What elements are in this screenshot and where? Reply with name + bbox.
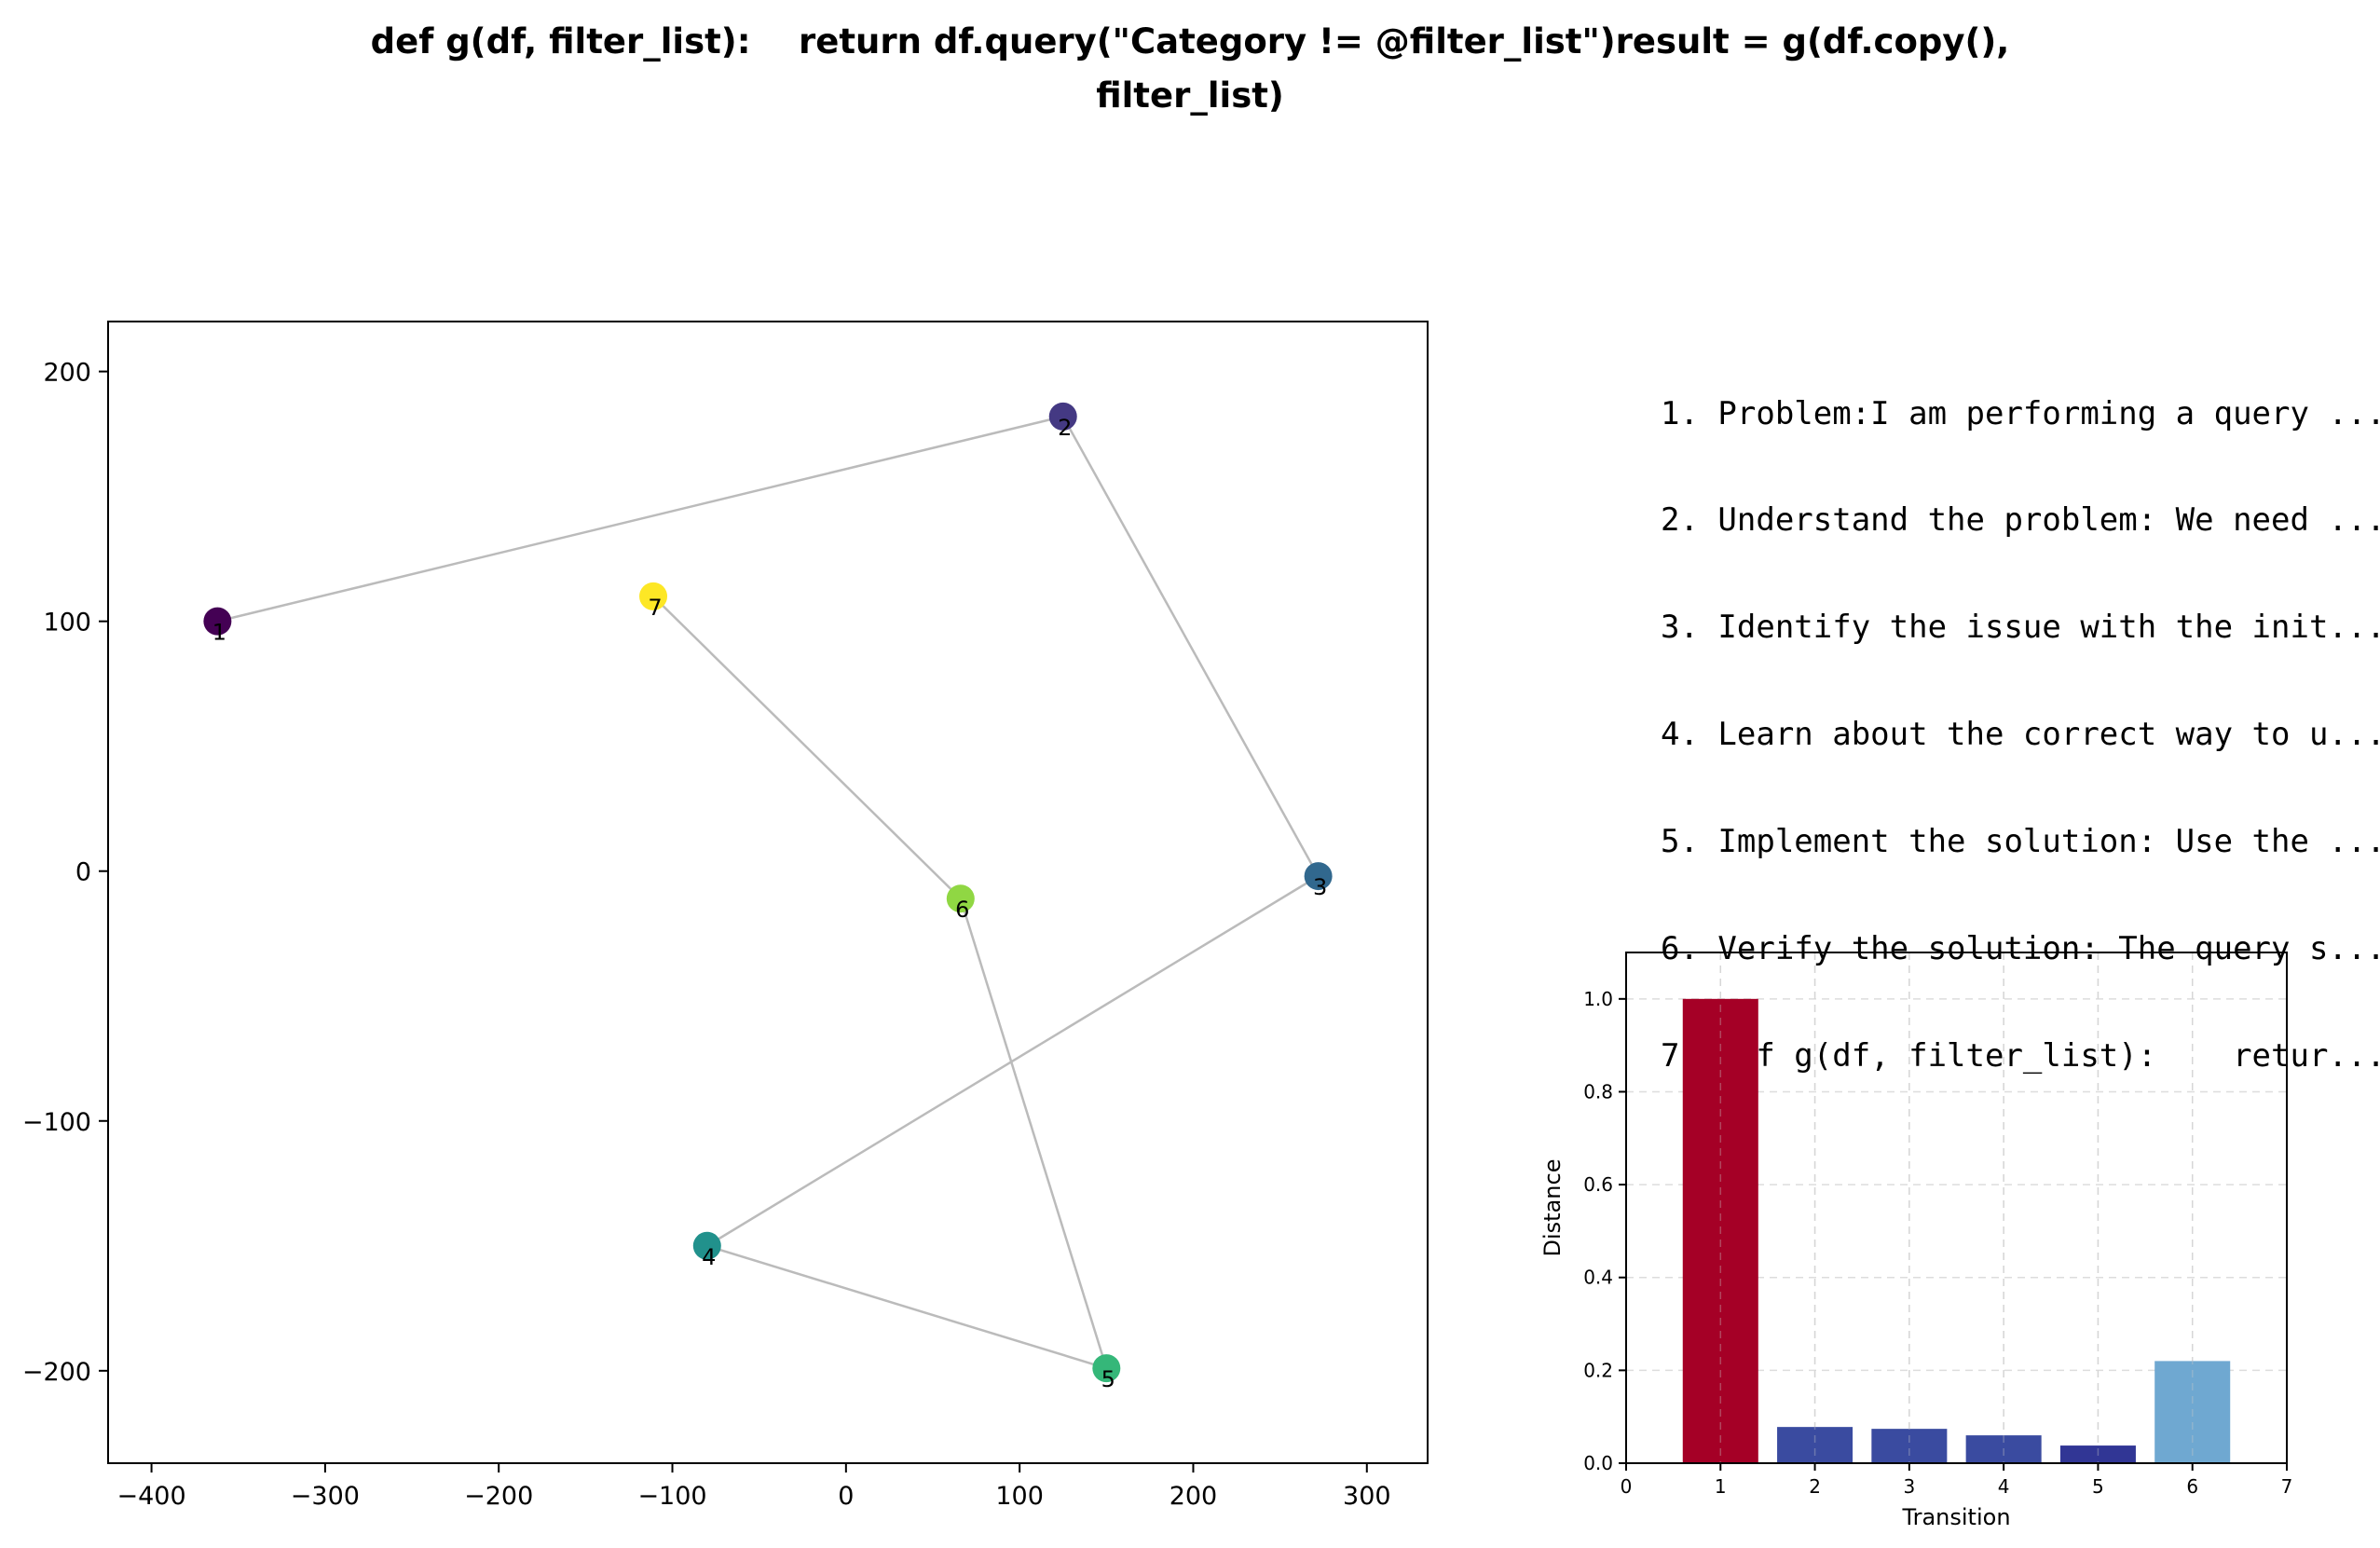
point-label: 4 — [702, 1244, 716, 1270]
step-item: 5. Implement the solution: Use the ... — [1661, 823, 2380, 861]
point-label: 1 — [212, 620, 226, 646]
x-tick-label: 5 — [2092, 1475, 2104, 1498]
trajectory-segment — [706, 875, 1320, 1247]
plot-frame — [1625, 952, 2288, 1464]
x-tick-label: 0 — [1621, 1475, 1633, 1498]
x-tick-label: 200 — [1169, 1482, 1218, 1511]
x-tick-label: 100 — [995, 1482, 1044, 1511]
y-tick-label: 200 — [43, 359, 91, 388]
point-label: 6 — [955, 897, 969, 923]
data-point — [639, 582, 668, 610]
x-tick-label: −100 — [637, 1482, 706, 1511]
trajectory-segment — [217, 415, 1064, 623]
data-point — [946, 884, 975, 913]
x-tick-label: 0 — [838, 1482, 854, 1511]
bar — [1777, 1427, 1853, 1463]
x-tick-label: 7 — [2281, 1475, 2293, 1498]
x-tick-label: 3 — [1903, 1475, 1915, 1498]
step-item: 2. Understand the problem: We need ... — [1661, 501, 2380, 540]
x-tick-label: 300 — [1343, 1482, 1391, 1511]
data-point — [203, 607, 232, 636]
x-tick-label: 4 — [1998, 1475, 2010, 1498]
x-axis-label: Transition — [1901, 1504, 2010, 1530]
x-tick-label: 1 — [1715, 1475, 1727, 1498]
y-tick-label: 0.4 — [1583, 1267, 1613, 1289]
y-tick-label: −100 — [22, 1108, 91, 1137]
data-point — [1048, 402, 1077, 431]
x-tick-label: −300 — [291, 1482, 360, 1511]
y-tick-label: 0.6 — [1583, 1173, 1613, 1196]
point-label: 5 — [1101, 1366, 1115, 1392]
bar — [1965, 1435, 2042, 1463]
x-tick-label: −400 — [116, 1482, 185, 1511]
y-tick-label: 100 — [43, 609, 91, 637]
x-tick-label: 6 — [2186, 1475, 2198, 1498]
figure-title: def g(df, filter_list): return df.query(… — [370, 21, 2010, 116]
data-point — [1304, 862, 1333, 891]
trajectory-segment — [652, 595, 962, 900]
y-tick-label: −200 — [22, 1358, 91, 1387]
y-tick-label: 0.2 — [1583, 1359, 1613, 1381]
bar — [2059, 1445, 2136, 1463]
step-item: 3. Identify the issue with the init... — [1661, 609, 2380, 647]
step-item: 1. Problem:I am performing a query ... — [1661, 394, 2380, 432]
x-tick-label: −200 — [464, 1482, 533, 1511]
trajectory-segment — [1061, 416, 1320, 877]
bar — [1871, 1429, 1948, 1463]
data-point — [1092, 1354, 1121, 1383]
bar — [1682, 998, 1758, 1463]
bar — [2154, 1361, 2231, 1463]
y-tick-label: 0.8 — [1583, 1080, 1613, 1103]
y-tick-label: 1.0 — [1583, 988, 1613, 1010]
trajectory-segment — [706, 1244, 1107, 1370]
x-tick-label: 2 — [1809, 1475, 1821, 1498]
plot-frame — [107, 321, 1429, 1464]
y-axis-label: Distance — [1539, 1159, 1566, 1257]
y-tick-label: 0.0 — [1583, 1452, 1613, 1474]
step-item: 6. Verify the solution: The query s... — [1661, 930, 2380, 968]
step-item: 4. Learn about the correct way to u... — [1661, 716, 2380, 754]
data-point — [692, 1231, 721, 1260]
trajectory-segment — [959, 897, 1108, 1369]
point-label: 3 — [1313, 874, 1327, 900]
point-label: 2 — [1058, 415, 1072, 441]
y-tick-label: 0 — [75, 858, 91, 887]
steps-list: 1. Problem:I am performing a query ... 2… — [1661, 324, 2380, 1110]
point-label: 7 — [648, 595, 662, 621]
